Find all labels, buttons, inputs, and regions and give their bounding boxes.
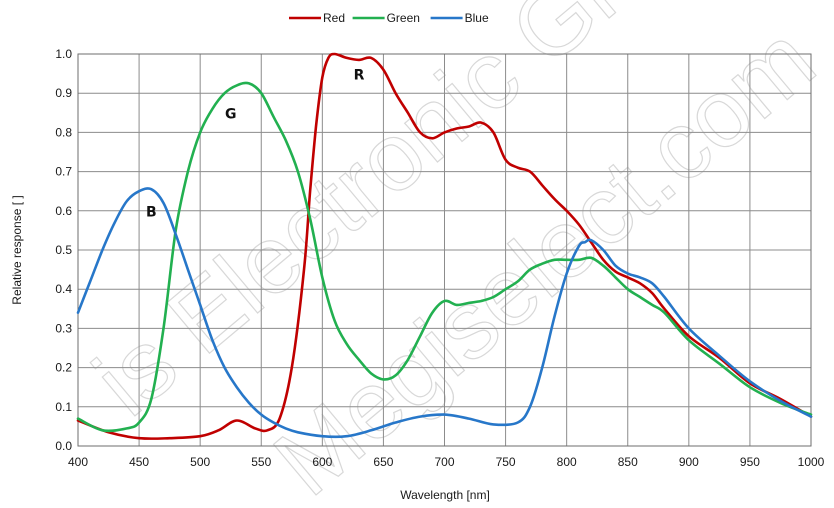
x-axis-ticks: 400 450 500 550 600 650 700 750 800 850 900 950 1000	[68, 455, 825, 469]
y-axis-label: Relative response [ ]	[10, 195, 24, 304]
legend-label: Red	[323, 11, 345, 25]
y-tick-label: 0.4	[55, 282, 72, 296]
annotation-label: B	[146, 205, 157, 221]
y-tick-label: 0.5	[55, 243, 72, 257]
annotation-label: G	[225, 107, 237, 123]
y-tick-label: 0.9	[55, 86, 72, 100]
plot-frame	[77, 53, 812, 447]
legend: Red Green Blue	[289, 11, 489, 25]
y-tick-label: 0.0	[55, 439, 72, 453]
annotation-label: R	[354, 67, 365, 83]
x-tick-label: 600	[312, 455, 332, 469]
x-tick-label: 850	[618, 455, 638, 469]
x-axis-label: Wavelength [nm]	[400, 488, 490, 502]
x-tick-label: 800	[557, 455, 577, 469]
x-tick-label: 1000	[798, 455, 825, 469]
series-line-green	[76, 81, 813, 433]
y-tick-label: 0.6	[55, 204, 72, 218]
annotations: B G R	[146, 67, 365, 220]
legend-item-green: Green	[352, 11, 420, 25]
series-layer	[76, 52, 813, 440]
y-tick-label: 1.0	[55, 47, 72, 61]
legend-label: Green	[387, 11, 420, 25]
y-tick-label: 0.2	[55, 361, 72, 375]
x-tick-label: 700	[434, 455, 454, 469]
series-line-blue	[76, 187, 813, 439]
x-tick-label: 900	[679, 455, 699, 469]
y-tick-label: 0.8	[55, 125, 72, 139]
watermark: is Electronic Gro Megiselect.com	[74, 0, 834, 508]
x-tick-label: 400	[68, 455, 88, 469]
x-tick-label: 650	[373, 455, 393, 469]
legend-label: Blue	[465, 11, 489, 25]
y-axis-ticks: 0.0 0.1 0.2 0.3 0.4 0.5 0.6 0.7 0.8 0.9 1.0	[55, 47, 72, 453]
x-tick-label: 550	[251, 455, 271, 469]
x-tick-label: 500	[190, 455, 210, 469]
x-tick-label: 450	[129, 455, 149, 469]
y-tick-label: 0.7	[55, 165, 72, 179]
x-tick-label: 950	[740, 455, 760, 469]
legend-item-red: Red	[289, 11, 345, 25]
legend-item-blue: Blue	[430, 11, 489, 25]
x-tick-label: 750	[496, 455, 516, 469]
y-tick-label: 0.1	[55, 400, 72, 414]
y-tick-label: 0.3	[55, 321, 72, 335]
series-line-red	[76, 52, 813, 440]
